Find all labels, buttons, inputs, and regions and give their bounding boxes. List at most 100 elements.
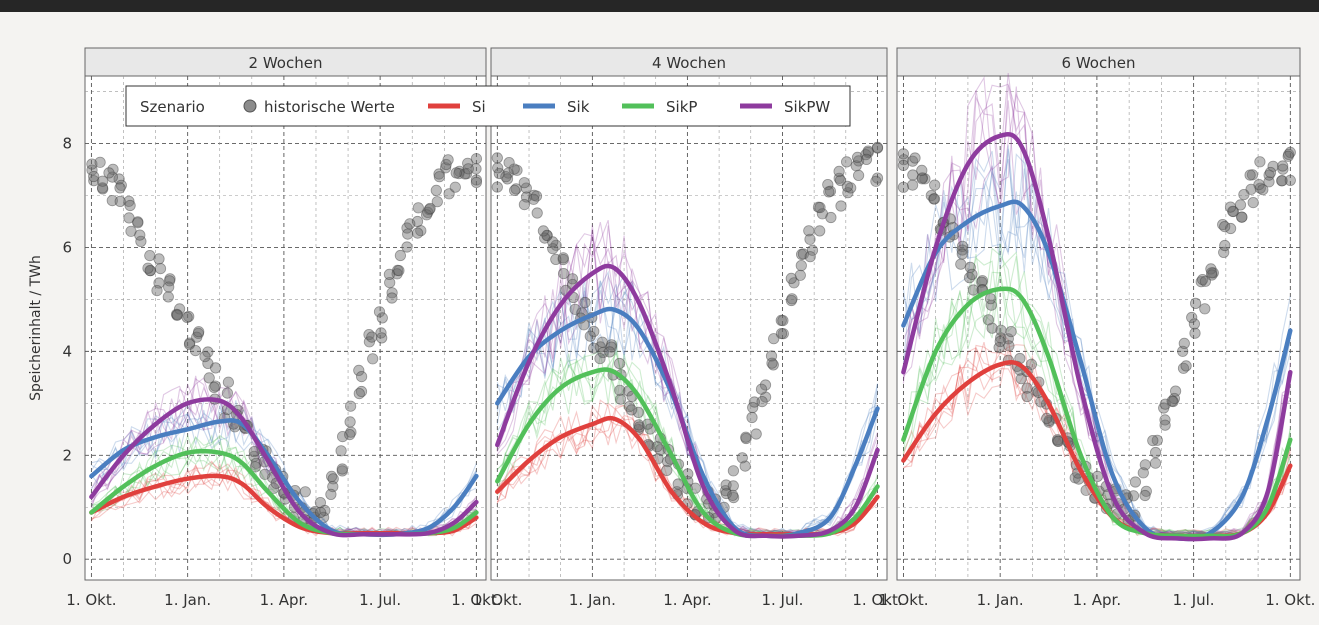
ensemble-line-SikPW xyxy=(902,95,1291,537)
historical-point xyxy=(344,416,356,428)
historical-point xyxy=(756,395,768,408)
historical-point xyxy=(189,344,202,357)
historical-point xyxy=(431,196,443,208)
panel-1: 2 Wochen 1. Okt. 1. Jan. 1. Apr. 1. Jul. 1. O… xyxy=(66,47,501,609)
historical-point xyxy=(1224,201,1237,213)
historical-point xyxy=(806,244,819,256)
series-line-Sik xyxy=(901,199,1293,542)
historical-point xyxy=(1180,360,1192,372)
historical-point xyxy=(376,332,388,344)
x-tick-label: 1. Jan. xyxy=(569,591,616,609)
historical-point xyxy=(462,163,474,175)
x-tick-label: 1. Okt. xyxy=(472,591,522,609)
historical-point xyxy=(94,156,106,168)
historical-point xyxy=(661,464,673,476)
historical-point xyxy=(123,212,135,224)
historical-point xyxy=(736,452,748,464)
series-line-SikPW xyxy=(901,132,1293,542)
legend-label: SikPW xyxy=(784,98,830,116)
historical-point xyxy=(1166,395,1178,407)
historical-point xyxy=(430,184,442,196)
historical-point xyxy=(651,441,663,453)
historical-point xyxy=(299,486,311,498)
historical-point xyxy=(795,259,807,272)
historical-point xyxy=(860,153,873,165)
historical-point xyxy=(755,383,768,395)
historical-point xyxy=(785,272,797,284)
historical-point xyxy=(171,309,183,321)
historical-point xyxy=(1052,435,1064,447)
historical-point xyxy=(325,488,337,500)
historical-point xyxy=(174,303,186,315)
legend: Szenario historische Werte Si Sik SikP SikPW xyxy=(125,85,851,127)
legend-label: SikP xyxy=(666,98,697,116)
historical-point xyxy=(898,154,910,166)
historical-point xyxy=(786,293,798,305)
ensemble-line-Sik xyxy=(902,165,1291,535)
historical-point xyxy=(114,182,126,194)
historical-point xyxy=(740,431,752,443)
historical-point xyxy=(623,400,636,413)
historical-point xyxy=(124,199,136,212)
historical-point xyxy=(767,359,779,371)
historical-point xyxy=(113,173,125,185)
historical-point xyxy=(249,461,261,473)
ensemble-line-SikPW xyxy=(902,85,1291,537)
historical-point xyxy=(1277,160,1289,172)
panel-strip xyxy=(896,47,1301,77)
historical-point xyxy=(433,171,445,183)
historical-point xyxy=(768,333,780,345)
panel-title: 4 Wochen xyxy=(652,54,726,72)
historical-point xyxy=(1159,419,1171,431)
historical-point xyxy=(491,181,503,193)
historical-point xyxy=(1199,303,1211,315)
historical-point xyxy=(995,324,1007,336)
historical-point xyxy=(373,306,386,318)
ensemble-line-Si xyxy=(91,461,477,537)
historical-point xyxy=(336,463,348,475)
historical-point xyxy=(804,251,816,263)
historical-point xyxy=(210,362,222,374)
historical-point xyxy=(151,284,163,297)
panel-strip xyxy=(84,47,487,77)
historical-point xyxy=(164,275,176,287)
panel-background xyxy=(84,75,487,581)
legend-label: Sik xyxy=(567,98,590,116)
historical-point xyxy=(199,350,211,363)
historical-point xyxy=(386,292,398,304)
historical-point xyxy=(569,303,581,315)
historical-point xyxy=(424,202,436,215)
historical-point xyxy=(221,387,233,399)
historical-point xyxy=(344,428,356,441)
historical-point xyxy=(1284,174,1296,186)
historical-point xyxy=(383,268,395,280)
historical-point xyxy=(982,314,995,326)
historical-point xyxy=(840,156,853,168)
historical-point xyxy=(1003,340,1015,352)
historical-point xyxy=(470,153,482,165)
historical-point xyxy=(956,240,969,252)
historical-point xyxy=(203,372,215,384)
legend-key-point xyxy=(243,99,257,113)
historical-point xyxy=(384,276,396,289)
historical-point xyxy=(142,262,154,274)
historical-point xyxy=(588,342,600,354)
historical-point xyxy=(584,330,596,342)
historical-point xyxy=(1186,311,1198,324)
historical-point xyxy=(492,162,504,174)
historical-point xyxy=(579,296,591,309)
ensemble-line-Sik xyxy=(497,270,879,536)
legend-box xyxy=(125,85,851,127)
historical-point xyxy=(518,177,530,189)
historical-point xyxy=(208,381,220,393)
historical-point xyxy=(906,179,919,191)
historical-point xyxy=(775,327,788,340)
historical-point xyxy=(727,480,739,492)
panel-2: 4 Wochen 1. Okt. 1. Jan. 1. Apr. 1. Jul. 1. O… xyxy=(472,47,903,609)
historical-point xyxy=(956,248,968,260)
x-tick-label: 1. Okt. xyxy=(66,591,116,609)
historical-point xyxy=(193,326,205,338)
historical-point xyxy=(531,207,543,219)
x-tick-label: 1. Jul. xyxy=(359,591,401,609)
historical-point xyxy=(632,406,645,418)
